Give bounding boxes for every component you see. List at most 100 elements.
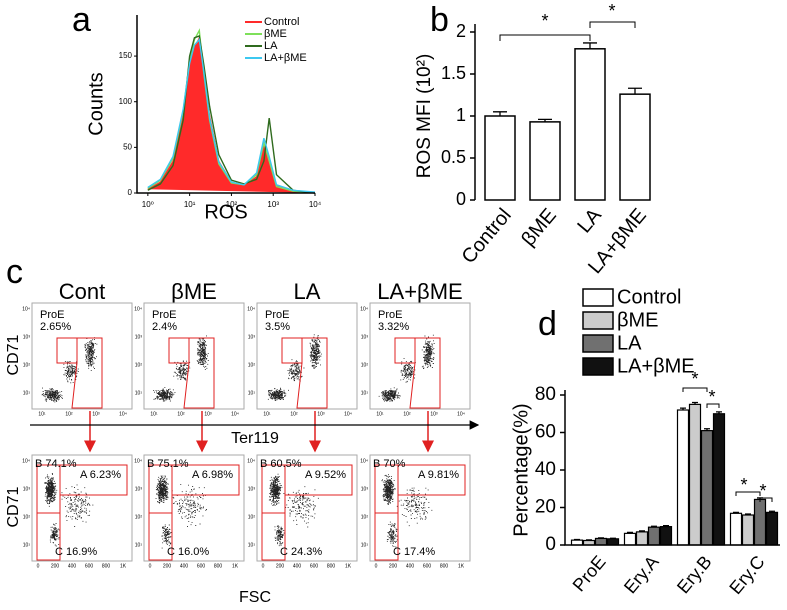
y-tick-label: 10² (135, 362, 143, 368)
event-dots (421, 334, 435, 370)
x-tick-label: LA (573, 204, 606, 237)
flow-plot-bottom: B 74.1%A 6.23% C 16.9% (31, 454, 133, 562)
significance-bracket (759, 497, 773, 502)
error-bar (627, 531, 633, 534)
plot-frame (369, 454, 471, 562)
x-tick-label: 0 (375, 563, 378, 569)
error-bar (663, 525, 669, 527)
event-dots (153, 387, 176, 402)
x-tick-label: 10³ (317, 411, 325, 417)
y-tick-label: 10³ (248, 486, 256, 492)
y-tick-label: 100 (119, 97, 133, 106)
gate-b: B 60.5% (260, 458, 302, 470)
event-dots (283, 486, 319, 528)
y-tick-label: 80 (535, 384, 556, 405)
y-tick-label: 10³ (361, 334, 369, 340)
y-tick-label: 10⁴ (134, 306, 142, 312)
y-tick-label: 40 (535, 459, 556, 480)
x-tick-label: 400 (180, 563, 189, 569)
bar (741, 514, 755, 546)
x-tick-label: Control (458, 204, 516, 268)
legend-label: LA (617, 332, 642, 354)
error-bar (493, 111, 507, 116)
gate (36, 512, 61, 561)
panel-letter: c (6, 253, 23, 291)
plot-frame (256, 454, 358, 562)
x-tick-label: Ery.C (725, 552, 768, 598)
histogram-line (147, 35, 316, 194)
y-tick-label: 10² (23, 362, 31, 368)
gate-c: C 16.0% (167, 546, 209, 558)
y-tick-label: 0 (545, 534, 556, 555)
x-tick-label: 10³ (430, 411, 438, 417)
legend-label: LA (264, 40, 278, 52)
y-tick-label: 60 (535, 422, 556, 443)
error-bar (704, 428, 710, 431)
y-tick-label: 10² (23, 514, 31, 520)
x-tick-label: 10¹ (184, 200, 196, 209)
y-tick-label: 0 (456, 189, 466, 209)
legend-swatch (582, 334, 614, 353)
x-tick-label: Ery.B (673, 552, 716, 598)
y-tick-label: 10⁴ (360, 306, 368, 312)
bar (659, 526, 673, 546)
gate-name: ProE (265, 309, 289, 321)
y-tick-label: 10¹ (23, 390, 31, 396)
event-dots (378, 387, 401, 402)
x-tick-label: 10³ (267, 200, 279, 209)
significance-star: * (708, 387, 715, 407)
significance-bracket (735, 491, 761, 496)
gate (56, 337, 103, 409)
x-tick-label: 10¹ (38, 411, 46, 417)
flow-plot-bottom: B 70% A 9.81% C 17.4% (369, 454, 471, 562)
bar (594, 537, 608, 546)
bar (688, 403, 702, 546)
x-tick-label: 800 (102, 563, 111, 569)
x-tick-label: 600 (197, 563, 206, 569)
gate-b: B 74.1% (35, 458, 77, 470)
x-tick-label: 10³ (204, 411, 212, 417)
gate-name: ProE (152, 309, 176, 321)
legend-label: Control (617, 286, 681, 308)
event-dots (44, 473, 58, 507)
bar (765, 511, 779, 546)
event-dots (274, 525, 285, 547)
bar (712, 413, 726, 546)
x-tick-label: βME (517, 204, 561, 250)
x-tick-label: 10⁴ (344, 411, 352, 417)
y-tick-label: 0.5 (441, 147, 466, 167)
y-tick-label: 10² (361, 514, 369, 520)
y-tick-label: 10⁴ (22, 458, 30, 464)
axis-frame (136, 15, 315, 194)
x-tick-label: 200 (163, 563, 172, 569)
bar (647, 526, 661, 546)
event-dots (400, 358, 416, 383)
x-tick-label: 0 (262, 563, 265, 569)
y-tick-label: 10² (248, 362, 256, 368)
x-tick-label: 10⁰ (142, 200, 154, 209)
histogram-line (147, 38, 316, 193)
y-tick-label: 10⁴ (22, 306, 30, 312)
gate (284, 464, 353, 496)
event-dots (61, 484, 94, 527)
x-tick-label: 200 (51, 563, 60, 569)
gate (171, 464, 240, 496)
x-tick-label: 600 (310, 563, 319, 569)
x-tick-label: 10¹ (150, 411, 158, 417)
x-axis-label: FSC (239, 589, 271, 606)
error-bar (586, 539, 592, 541)
error-bar (680, 407, 686, 410)
y-tick-label: 10¹ (135, 390, 143, 396)
legend-label: βME (264, 28, 287, 40)
event-dots (309, 334, 322, 369)
error-bar (716, 411, 722, 414)
y-tick-label: 10³ (135, 486, 143, 492)
x-tick-label: 800 (440, 563, 449, 569)
x-axis-label: ROS (204, 201, 247, 223)
gate (261, 512, 286, 561)
panel-letter: d (538, 305, 557, 343)
x-tick-label: 400 (406, 563, 415, 569)
y-tick-label: 1.5 (441, 63, 466, 83)
legend-label: LA+βME (264, 52, 307, 64)
